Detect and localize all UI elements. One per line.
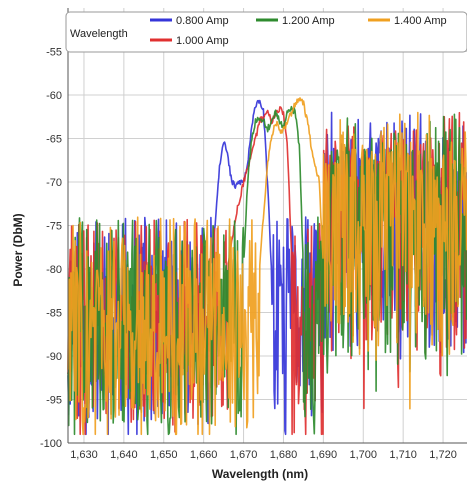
x-tick-label: 1,690 [310, 449, 338, 461]
legend-label: 0.800 Amp [176, 15, 229, 27]
y-tick-label: -70 [46, 177, 62, 189]
x-tick-label: 1,700 [349, 449, 377, 461]
y-tick-label: -55 [46, 47, 62, 59]
x-tick-label: 1,710 [389, 449, 417, 461]
x-tick-label: 1,660 [190, 449, 218, 461]
y-axis-title: Power (DbM) [11, 213, 25, 286]
legend-label: 1.200 Amp [282, 15, 335, 27]
legend-label: 1.400 Amp [394, 15, 447, 27]
x-tick-label: 1,630 [70, 449, 98, 461]
x-tick-label: 1,670 [230, 449, 258, 461]
x-axis-title: Wavelength (nm) [212, 467, 308, 481]
series-line [67, 97, 467, 436]
y-tick-label: -60 [46, 90, 62, 102]
legend-box [65, 11, 467, 53]
legend-label: 1.000 Amp [176, 35, 229, 47]
y-tick-label: -90 [46, 351, 62, 363]
axes [67, 8, 467, 444]
legend: Wavelength 0.800 Amp 1.000 Amp 1.200 Amp 1.… [65, 11, 467, 53]
legend-title: Wavelength [70, 28, 128, 40]
y-tick-label: -85 [46, 308, 62, 320]
x-tick-label: 1,650 [150, 449, 178, 461]
x-tick-label: 1,720 [429, 449, 457, 461]
y-tick-label: -100 [40, 438, 62, 450]
legend-items: 0.800 Amp 1.000 Amp 1.200 Amp 1.400 Amp [150, 15, 447, 47]
y-tick-label: -95 [46, 395, 62, 407]
y-tick-label: -80 [46, 264, 62, 276]
y-tick-label: -65 [46, 134, 62, 146]
x-tick-label: 1,640 [110, 449, 138, 461]
y-tick-label: -75 [46, 221, 62, 233]
tick-labels: 1,630 1,640 1,650 1,660 1,670 1,680 1,690 1,700… [40, 47, 457, 462]
series-layer [67, 97, 467, 436]
x-tick-label: 1,680 [270, 449, 298, 461]
